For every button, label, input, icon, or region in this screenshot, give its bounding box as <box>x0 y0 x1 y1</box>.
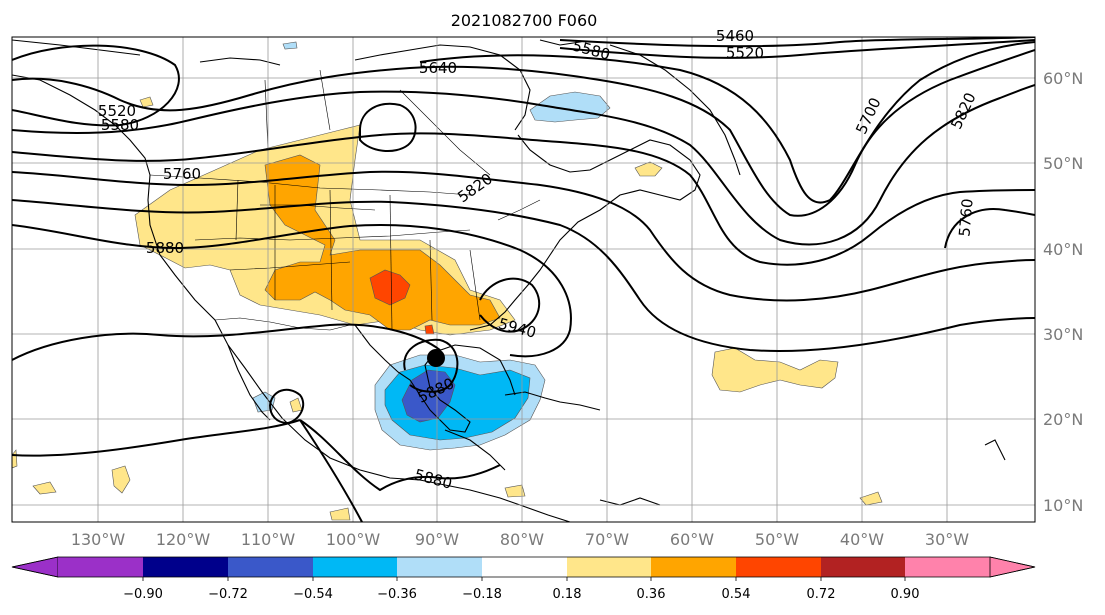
colorbar-segment <box>313 557 397 577</box>
contour-label: 5880 <box>146 239 184 257</box>
storm-center-marker <box>427 349 445 367</box>
contour-label: 5580 <box>101 116 139 134</box>
colorbar-tick: 0.54 <box>722 587 751 602</box>
map-frame <box>11 36 1036 523</box>
colorbar-segment <box>11 556 59 578</box>
lat-label: 60°N <box>1043 69 1083 88</box>
lon-label: 60°W <box>670 530 714 549</box>
political-borders <box>149 69 541 331</box>
colorbar-tick: −0.36 <box>377 587 417 602</box>
colorbar-tick: 0.18 <box>553 587 582 602</box>
map-panel <box>12 37 1035 522</box>
lon-label: 30°W <box>925 530 969 549</box>
contour-label: 5760 <box>955 198 976 238</box>
graticule <box>12 37 1035 522</box>
colorbar-segment <box>397 557 482 577</box>
contour-label: 5760 <box>163 165 201 183</box>
lon-label: 90°W <box>415 530 459 549</box>
lon-label: 130°W <box>71 530 126 549</box>
contour-label: 5640 <box>419 59 457 77</box>
contour-label: 5520 <box>98 102 136 120</box>
colorbar-segment <box>58 557 143 577</box>
colorbar-segment <box>989 556 1036 578</box>
colorbar-tick: 0.72 <box>807 587 836 602</box>
colorbar-tick: −0.72 <box>208 587 248 602</box>
colorbar-segment <box>736 557 821 577</box>
lat-label: 50°N <box>1043 154 1083 173</box>
colorbar-segment <box>482 557 567 577</box>
lon-label: 40°W <box>840 530 884 549</box>
lon-label: 50°W <box>755 530 799 549</box>
lon-label: 100°W <box>326 530 381 549</box>
colorbar-tick: −0.54 <box>293 587 333 602</box>
colorbar-segment <box>651 557 736 577</box>
lat-label: 10°N <box>1043 496 1083 515</box>
colorbar-segment <box>143 557 228 577</box>
figure-title: 2021082700 F060 <box>451 11 598 30</box>
lon-label: 80°W <box>500 530 544 549</box>
lat-label: 20°N <box>1043 410 1083 429</box>
lon-label: 120°W <box>156 530 211 549</box>
colorbar-segment <box>228 557 313 577</box>
longitude-labels: 130°W 120°W 110°W 100°W 90°W 80°W 70°W 6… <box>71 530 969 549</box>
lat-label: 30°N <box>1043 325 1083 344</box>
colorbar-tick: −0.18 <box>462 587 502 602</box>
colorbar-segment <box>905 557 990 577</box>
lat-label: 40°N <box>1043 240 1083 259</box>
colorbar-segment <box>821 557 905 577</box>
colorbar-tick: −0.90 <box>123 587 163 602</box>
colorbar-tick: 0.90 <box>891 587 920 602</box>
contour-label: 5460 <box>716 27 754 45</box>
height-contours <box>12 37 1035 522</box>
colorbar-tick: 0.36 <box>637 587 666 602</box>
lon-label: 70°W <box>585 530 629 549</box>
latitude-labels: 60°N 50°N 40°N 30°N 20°N 10°N <box>1043 69 1083 515</box>
contour-label: 5520 <box>726 44 764 62</box>
colorbar-segment <box>567 557 651 577</box>
colorbar: −0.90 −0.72 −0.54 −0.36 −0.18 0.18 0.36 … <box>11 556 1036 602</box>
lon-label: 110°W <box>241 530 296 549</box>
